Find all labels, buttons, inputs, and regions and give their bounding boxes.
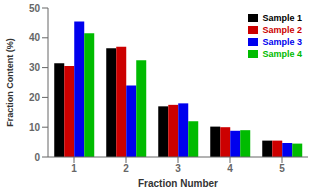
svg-text:1: 1: [71, 163, 77, 174]
svg-text:30: 30: [29, 62, 41, 73]
svg-text:2: 2: [123, 163, 129, 174]
html-text:Sample 4: Sample 4: [262, 49, 302, 59]
svg-text:3: 3: [175, 163, 181, 174]
html-text:Sample 1: Sample 1: [262, 13, 302, 23]
html-text:Sample 2: Sample 2: [262, 25, 302, 35]
svg-text:4: 4: [227, 163, 233, 174]
svg-text:40: 40: [29, 32, 41, 43]
svg-text:Fraction Content (%): Fraction Content (%): [5, 38, 15, 127]
svg-text:5: 5: [279, 163, 285, 174]
html-text:Sample 3: Sample 3: [262, 37, 302, 47]
svg-text:0: 0: [34, 152, 40, 163]
svg-text:Fraction Number: Fraction Number: [138, 178, 218, 189]
svg-text:10: 10: [29, 122, 41, 133]
svg-text:20: 20: [29, 92, 41, 103]
svg-text:50: 50: [29, 3, 41, 14]
